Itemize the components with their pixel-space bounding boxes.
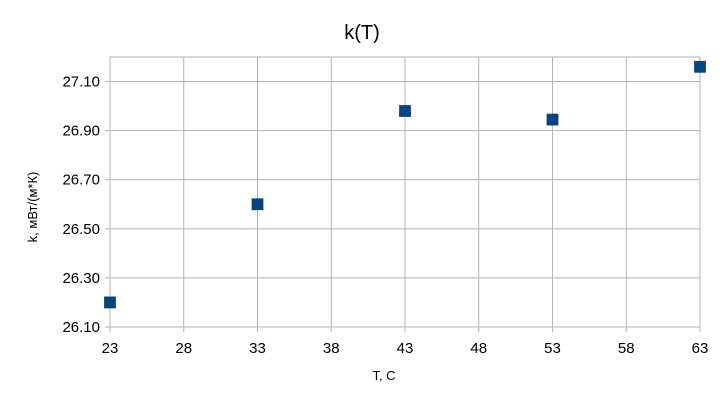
x-tick-labels: 23 28 33 38 43 48 53 58 63 [102,340,709,357]
data-points [104,60,706,309]
x-tick-label: 63 [692,340,709,357]
y-tick-label: 26.10 [62,319,100,336]
y-tick-label: 26.90 [62,123,100,140]
y-axis-label: k, мВт/(м*К) [25,172,40,243]
y-tick-label: 27.10 [62,74,100,91]
plot-area-frame [109,56,701,328]
x-tick-label: 23 [102,340,119,357]
x-tick-label: 53 [544,340,561,357]
x-axis-label: T, C [372,368,395,383]
x-tick-label: 33 [249,340,266,357]
data-point [546,113,559,126]
chart-title: k(T) [344,22,380,44]
x-tick-label: 28 [175,340,192,357]
data-point [399,105,411,117]
x-tick-label: 58 [618,340,635,357]
data-point [251,198,264,211]
x-tick-label: 43 [397,340,414,357]
y-tick-label: 26.70 [62,172,100,189]
data-point [104,296,116,309]
y-tick-label: 26.50 [62,221,100,238]
x-tick-label: 48 [470,340,487,357]
data-point [694,60,706,73]
y-tick-label: 26.30 [62,270,100,287]
x-tick-label: 38 [323,340,340,357]
y-tick-labels: 26.10 26.30 26.50 26.70 26.90 27.10 [62,74,100,336]
